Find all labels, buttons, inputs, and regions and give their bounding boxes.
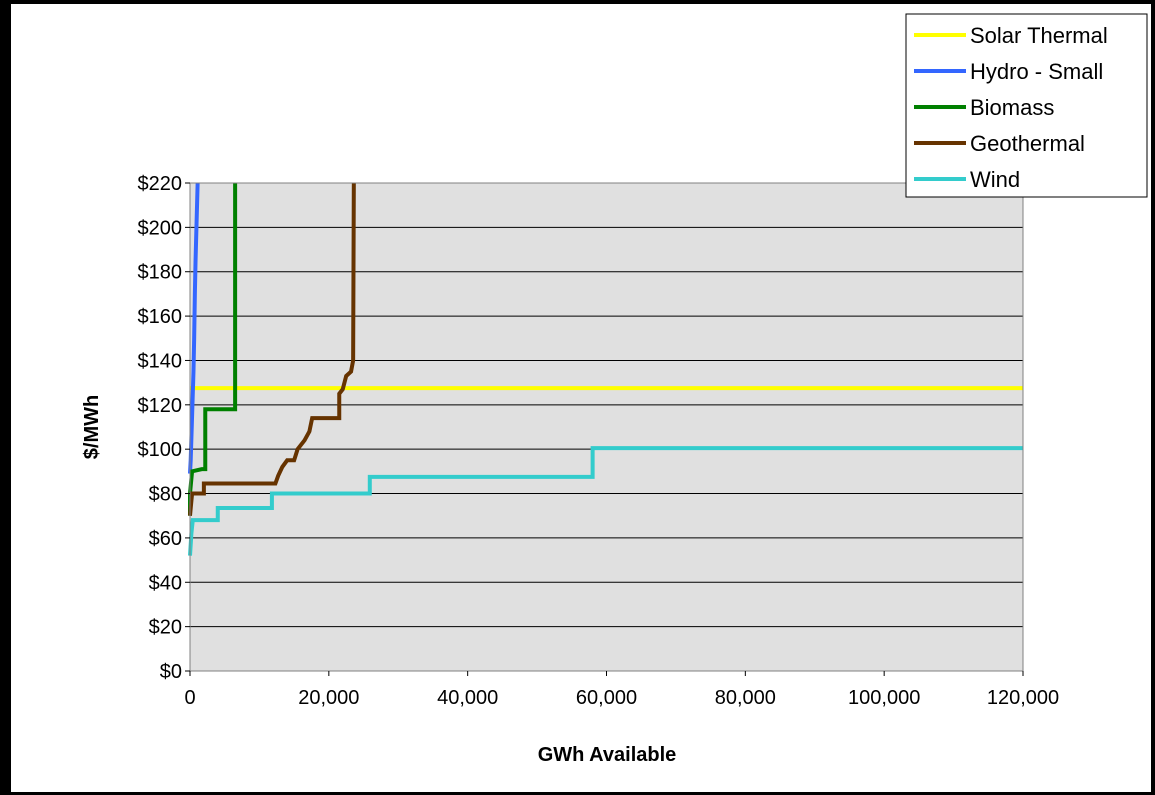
- x-tick-label: 100,000: [848, 687, 920, 709]
- plot-area: [190, 183, 1023, 671]
- x-tick-label: 80,000: [715, 687, 776, 709]
- y-tick-label: $100: [138, 439, 183, 461]
- legend-label: Solar Thermal: [970, 23, 1108, 48]
- series-line-wind: [188, 446, 1023, 556]
- x-tick-label: 60,000: [576, 687, 637, 709]
- series-line-hydro-small: [188, 182, 200, 474]
- legend-label: Wind: [970, 167, 1020, 192]
- series-group: [188, 182, 1023, 556]
- y-axis-title: $/MWh: [81, 395, 103, 459]
- y-tick-label: $20: [149, 617, 182, 639]
- y-tick-label: $180: [138, 262, 183, 284]
- series-line-biomass: [188, 183, 238, 516]
- x-tick-label: 40,000: [437, 687, 498, 709]
- y-tick-label: $220: [138, 173, 183, 195]
- y-tick-label: $200: [138, 217, 183, 239]
- x-tick-label: 20,000: [298, 687, 359, 709]
- series-line-geothermal: [188, 182, 356, 516]
- y-tick-label: $140: [138, 350, 183, 372]
- x-axis-title: GWh Available: [538, 744, 677, 766]
- y-tick-label: $40: [149, 572, 182, 594]
- x-tick-label: 0: [184, 687, 195, 709]
- y-tick-label: $0: [160, 661, 182, 683]
- legend: Solar Thermal Hydro - Small Biomass Geother…: [905, 13, 1148, 198]
- legend-label: Hydro - Small: [970, 59, 1103, 84]
- x-axis-ticks: 0 20,000 40,000 60,000 80,000 100,000 120,000: [184, 671, 1059, 709]
- legend-label: Geothermal: [970, 131, 1085, 156]
- y-tick-label: $120: [138, 395, 183, 417]
- y-tick-label: $160: [138, 306, 183, 328]
- y-tick-label: $60: [149, 528, 182, 550]
- legend-label: Biomass: [970, 95, 1054, 120]
- y-tick-label: $80: [149, 484, 182, 506]
- y-axis-ticks: $0 $20 $40 $60 $80 $100 $120 $140 $160 $180 $200 $2…: [138, 173, 190, 683]
- x-tick-label: 120,000: [987, 687, 1059, 709]
